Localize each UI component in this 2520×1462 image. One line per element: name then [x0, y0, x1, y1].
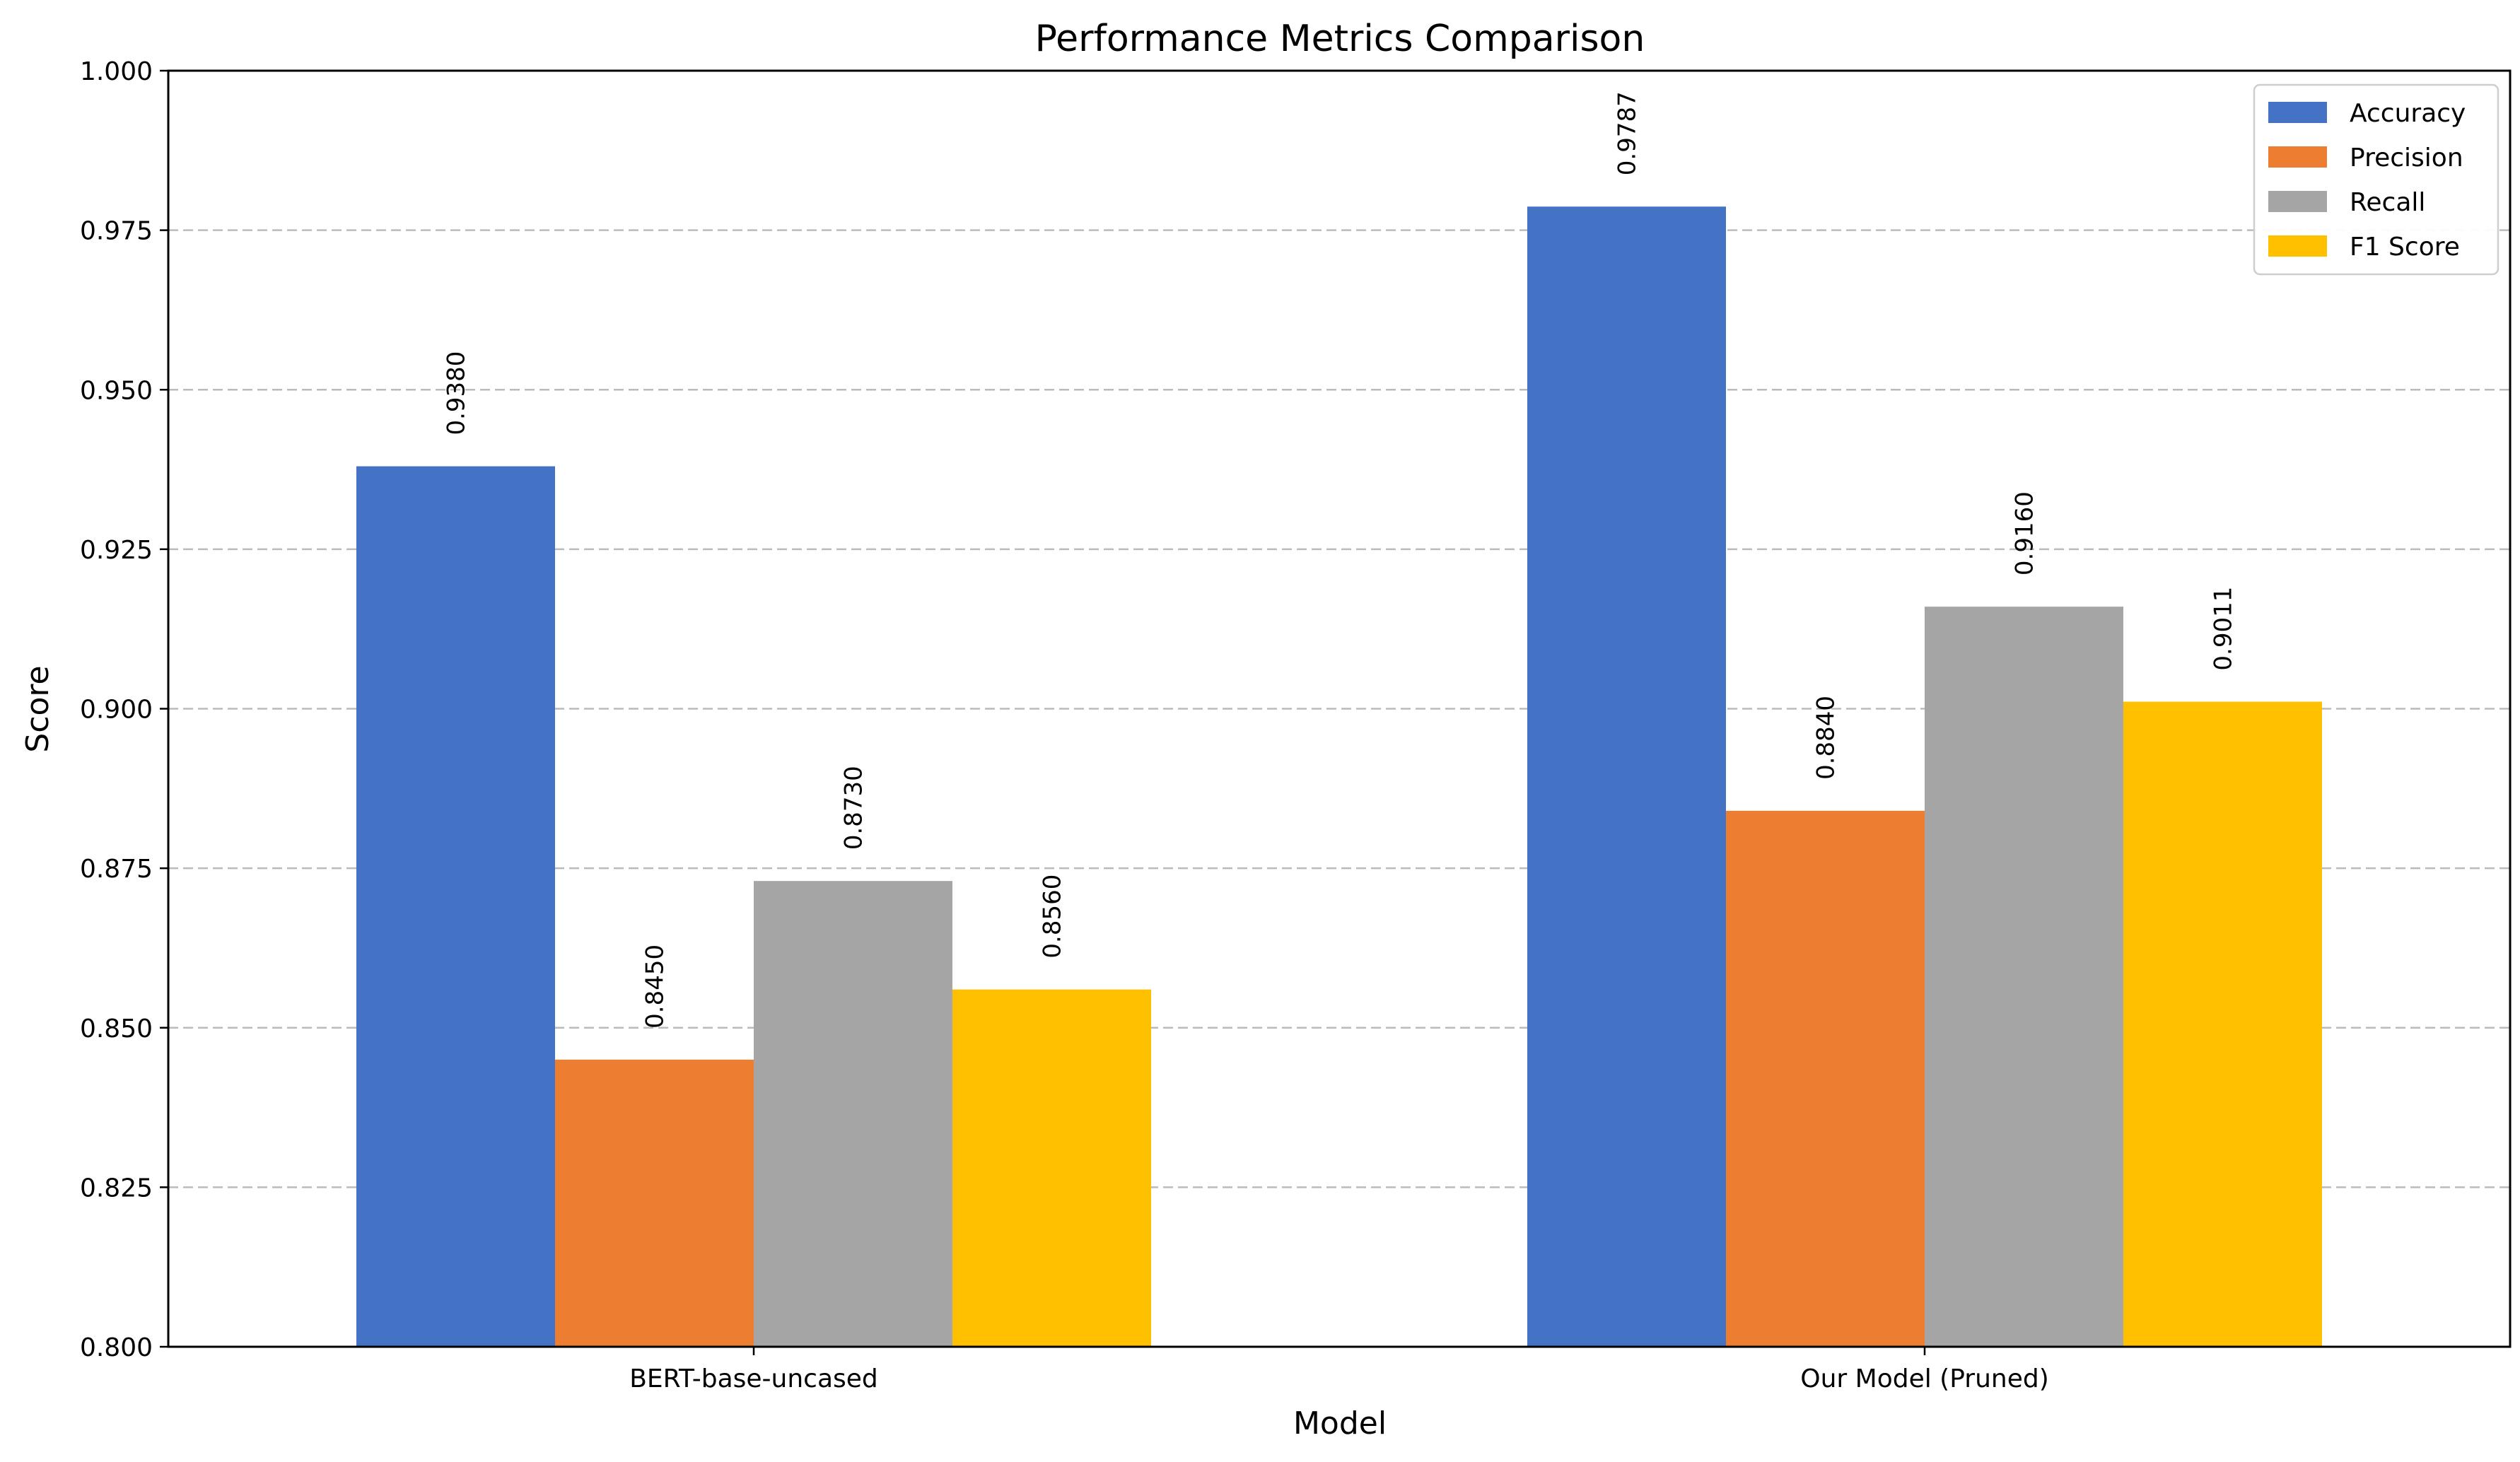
- legend-swatch: [2268, 235, 2327, 257]
- data-label: 0.9160: [2011, 491, 2039, 575]
- plot-frame: [167, 69, 2512, 1348]
- y-tick-label: 0.900: [80, 696, 153, 725]
- legend-box: [2253, 83, 2499, 276]
- y-tick-label: 0.975: [80, 217, 153, 246]
- y-tick-label: 1.000: [80, 57, 153, 86]
- data-label: 0.9011: [2210, 587, 2238, 671]
- y-tick-label: 0.925: [80, 536, 153, 565]
- y-axis-label: Score: [20, 665, 56, 752]
- y-tick-label: 0.850: [80, 1014, 153, 1043]
- legend-swatch: [2268, 146, 2327, 168]
- bar: [1726, 810, 1925, 1347]
- legend-swatch: [2268, 191, 2327, 212]
- data-label: 0.8840: [1812, 696, 1841, 780]
- x-axis-label: Model: [1293, 1405, 1387, 1441]
- data-labels: 0.9380 0.8450 0.8730 0.8560 0.9787 0.8840 0.91…: [443, 91, 2238, 1029]
- legend: Accuracy Precision Recall F1 Score: [2253, 83, 2499, 276]
- bar: [952, 989, 1151, 1347]
- legend-label: Precision: [2350, 144, 2463, 172]
- bar: [1527, 206, 1726, 1347]
- y-tick-label: 0.950: [80, 376, 153, 405]
- x-tick-label: Our Model (Pruned): [1800, 1364, 2049, 1393]
- data-label: 0.8560: [1039, 875, 1067, 959]
- y-tick-label: 0.800: [80, 1333, 153, 1362]
- bar: [356, 466, 555, 1347]
- bar: [754, 881, 952, 1347]
- y-tick-label: 0.825: [80, 1174, 153, 1203]
- legend-label: Accuracy: [2350, 99, 2466, 128]
- chart-title: Performance Metrics Comparison: [1035, 18, 1645, 60]
- axes: 0.800 0.825 0.850 0.875 0.900 0.925 0.950 0.975…: [80, 57, 2512, 1393]
- legend-label: Recall: [2350, 188, 2425, 217]
- legend-label: F1 Score: [2350, 233, 2460, 262]
- data-label: 0.9787: [1614, 91, 1642, 175]
- bar: [555, 1059, 754, 1347]
- x-tick-label: BERT-base-uncased: [629, 1364, 878, 1393]
- data-label: 0.8730: [840, 766, 868, 850]
- data-label: 0.9380: [443, 351, 471, 435]
- y-tick-label: 0.875: [80, 855, 153, 884]
- bar: [1925, 607, 2123, 1347]
- data-label: 0.8450: [641, 945, 670, 1029]
- bars: [356, 206, 2322, 1347]
- bar: [2123, 701, 2322, 1347]
- legend-swatch: [2268, 102, 2327, 123]
